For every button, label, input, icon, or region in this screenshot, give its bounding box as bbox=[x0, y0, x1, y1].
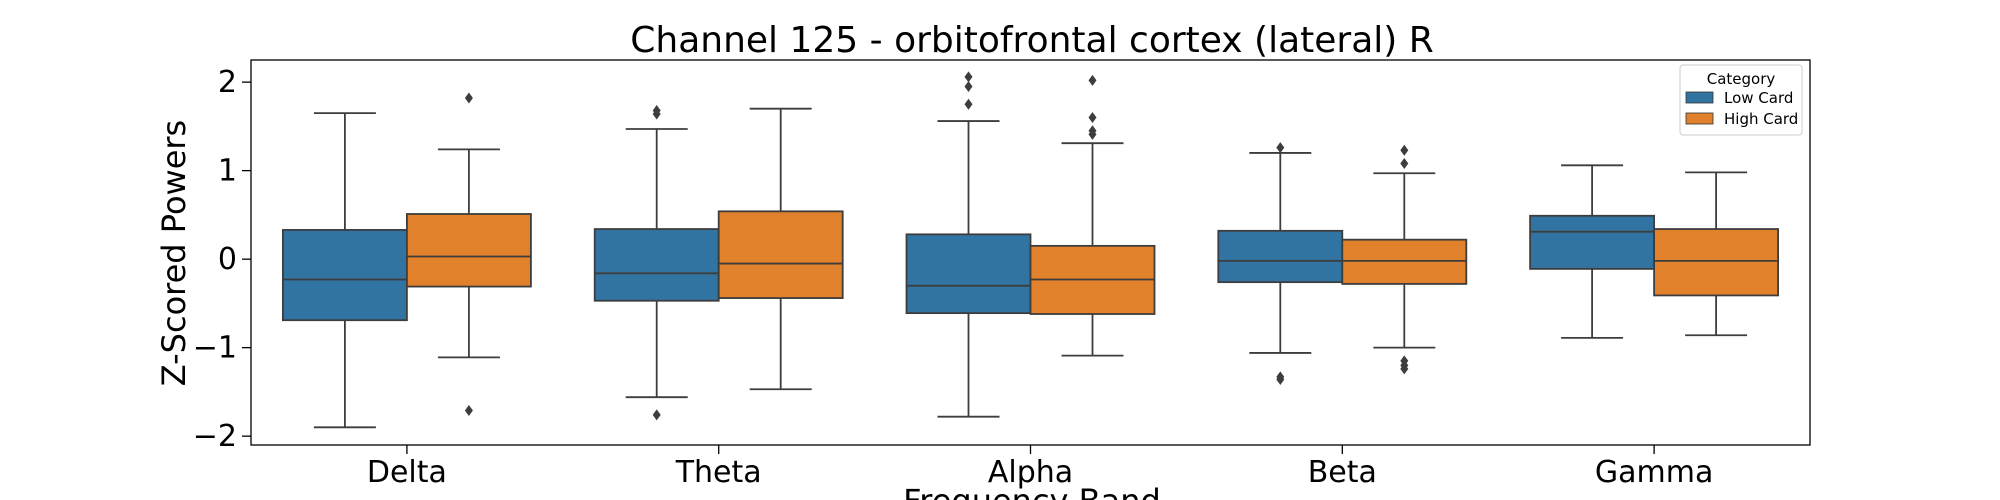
outlier-point bbox=[652, 409, 661, 421]
boxes-layer bbox=[281, 71, 1779, 429]
x-tick-label: Theta bbox=[675, 455, 762, 490]
legend-label-high-card: High Card bbox=[1724, 110, 1798, 128]
outlier-point bbox=[652, 104, 661, 116]
outlier-point bbox=[1400, 363, 1409, 375]
box-low-card-gamma bbox=[1529, 164, 1655, 339]
box-iqr bbox=[905, 233, 1032, 315]
y-tick-label: −1 bbox=[193, 331, 237, 366]
outlier-point bbox=[1088, 112, 1097, 124]
box-low-card-alpha bbox=[905, 71, 1032, 418]
outlier-point bbox=[964, 71, 973, 83]
box-iqr bbox=[593, 228, 720, 302]
outlier-point bbox=[464, 404, 473, 416]
legend-swatch-low-card bbox=[1685, 91, 1714, 104]
box-high-card-delta bbox=[405, 92, 532, 416]
box-iqr bbox=[405, 213, 532, 288]
y-tick-label: 1 bbox=[218, 154, 237, 189]
box-low-card-delta bbox=[281, 112, 408, 429]
box-iqr bbox=[281, 229, 408, 322]
box-high-card-theta bbox=[717, 107, 844, 391]
x-tick-label: Alpha bbox=[988, 455, 1073, 490]
y-axis: −2 −1 0 1 2 bbox=[193, 65, 251, 454]
y-tick-label: 2 bbox=[218, 65, 237, 100]
box-iqr bbox=[1653, 228, 1779, 297]
outlier-point bbox=[1400, 144, 1409, 156]
x-axis: Delta Theta Alpha Beta Gamma bbox=[367, 445, 1713, 490]
x-tick-label: Beta bbox=[1308, 455, 1377, 490]
x-tick-label: Gamma bbox=[1595, 455, 1713, 490]
legend-label-low-card: Low Card bbox=[1724, 89, 1793, 107]
outlier-point bbox=[1088, 128, 1097, 140]
chart-title: Channel 125 - orbitofrontal cortex (late… bbox=[630, 20, 1434, 61]
box-iqr bbox=[1529, 214, 1655, 270]
y-tick-label: 0 bbox=[218, 242, 237, 277]
box-iqr bbox=[717, 210, 844, 299]
x-tick-label: Delta bbox=[367, 455, 447, 490]
box-high-card-beta bbox=[1341, 144, 1468, 375]
outlier-point bbox=[1400, 158, 1409, 170]
outlier-point bbox=[1276, 142, 1285, 154]
box-low-card-beta bbox=[1217, 142, 1344, 386]
y-axis-label: Z-Scored Powers bbox=[155, 120, 193, 386]
x-axis-label: Frequency Band bbox=[903, 482, 1161, 500]
legend-swatch-high-card bbox=[1685, 112, 1714, 125]
legend: Category Low Card High Card bbox=[1679, 64, 1803, 136]
outlier-point bbox=[964, 81, 973, 93]
outlier-point bbox=[464, 92, 473, 104]
outlier-point bbox=[964, 98, 973, 110]
y-tick-label: −2 bbox=[193, 419, 237, 454]
outlier-point bbox=[1088, 74, 1097, 86]
box-iqr bbox=[1217, 229, 1344, 284]
box-high-card-alpha bbox=[1029, 74, 1156, 357]
legend-title: Category bbox=[1707, 70, 1776, 88]
box-high-card-gamma bbox=[1653, 171, 1779, 337]
box-low-card-theta bbox=[593, 104, 720, 421]
outlier-point bbox=[1276, 374, 1285, 386]
